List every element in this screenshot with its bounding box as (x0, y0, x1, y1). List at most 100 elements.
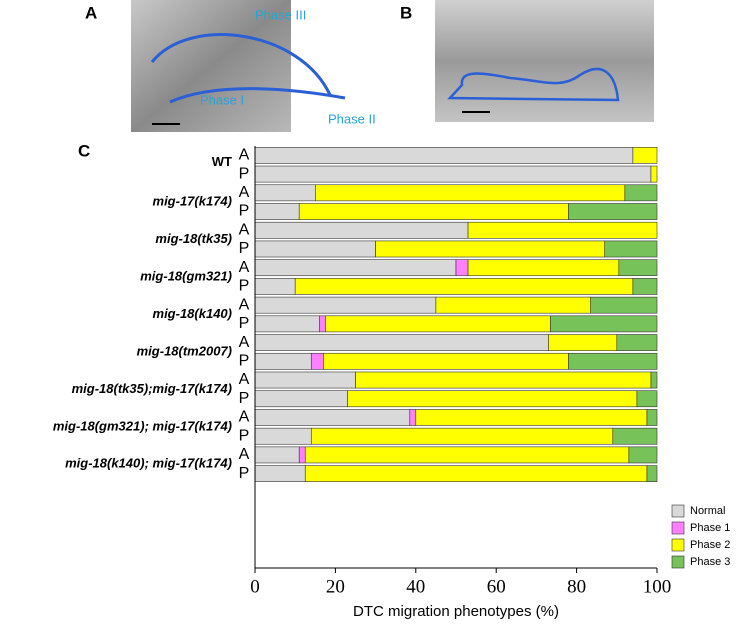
bar-label: P (239, 390, 250, 407)
group-label: WT (212, 154, 232, 169)
bar-segment (415, 409, 648, 426)
bar-segment (254, 240, 376, 258)
bar-segment (323, 352, 569, 370)
bar-segment (254, 203, 300, 220)
micrograph-a (131, 0, 346, 132)
x-tick-label: 60 (487, 576, 506, 597)
bar-segment (375, 240, 606, 258)
bar-segment (628, 446, 658, 464)
x-axis-title: DTC migration phenotypes (%) (353, 603, 559, 620)
legend-swatch (671, 504, 685, 518)
bar-label: P (239, 278, 250, 295)
bar-segment (254, 334, 549, 351)
bar-segment (304, 446, 630, 464)
bar-segment (325, 315, 551, 333)
bar-segment (590, 296, 658, 314)
micrograph-b (435, 0, 654, 122)
legend-label: Normal (690, 505, 725, 517)
bar-label: P (239, 315, 250, 332)
bar-segment (254, 465, 306, 482)
bar-segment (636, 390, 658, 408)
bar-label: P (239, 165, 250, 182)
phase-label: Phase I (200, 92, 244, 107)
bar-label: P (239, 203, 250, 220)
bar-segment (612, 427, 658, 445)
bar-segment (409, 409, 417, 426)
bar-segment (310, 352, 324, 370)
legend-swatch (671, 521, 685, 535)
group-label: mig-18(gm321); mig-17(k174) (53, 418, 232, 433)
bar-label: A (239, 184, 250, 201)
x-tick-label: 0 (250, 576, 260, 597)
group-label: mig-18(gm321) (140, 268, 232, 283)
bar-segment (254, 259, 457, 277)
group-label: mig-18(tk35);mig-17(k174) (72, 381, 232, 396)
group-label: mig-18(tm2007) (137, 343, 232, 358)
bar-segment (632, 278, 658, 295)
bar-segment (254, 184, 316, 202)
bar-label: A (239, 371, 250, 388)
bar-segment (624, 184, 658, 202)
bar-segment (548, 334, 618, 351)
bar-segment (254, 371, 356, 389)
bar-segment (347, 390, 638, 408)
bar-segment (254, 446, 300, 464)
legend-label: Phase 1 (690, 522, 730, 534)
bar-segment (568, 352, 658, 370)
bar-segment (314, 184, 626, 202)
bar-label: A (239, 446, 250, 463)
group-label: mig-18(k140) (153, 306, 232, 321)
bar-segment (298, 203, 569, 220)
bar-label: A (239, 221, 250, 238)
phase-label: Phase III (255, 7, 306, 22)
bar-segment (646, 409, 658, 426)
bar-segment (550, 315, 658, 333)
bar-label: A (239, 259, 250, 276)
bar-segment (650, 371, 658, 389)
group-label: mig-18(k140); mig-17(k174) (65, 456, 232, 471)
bar-segment (254, 296, 437, 314)
panel-label: A (85, 3, 97, 22)
bar-segment (310, 427, 614, 445)
phase-label: Phase II (328, 111, 376, 126)
bar-segment (604, 240, 658, 258)
bar-segment (616, 334, 658, 351)
bar-segment (319, 315, 326, 333)
bar-label: A (239, 296, 250, 313)
bar-segment (294, 278, 634, 295)
legend-label: Phase 2 (690, 539, 730, 551)
bar-segment (254, 315, 320, 333)
bar-segment (467, 259, 620, 277)
bar-segment (254, 427, 312, 445)
panel-label: B (400, 3, 412, 22)
legend-swatch (671, 555, 685, 569)
bar-segment (455, 259, 469, 277)
bar-segment (646, 465, 658, 482)
bar-segment (618, 259, 658, 277)
group-label: mig-18(tk35) (155, 231, 232, 246)
legend-swatch (671, 538, 685, 552)
bar-segment (254, 409, 411, 426)
group-label: mig-17(k174) (153, 194, 232, 209)
bar-label: P (239, 353, 250, 370)
bar-label: P (239, 465, 250, 482)
x-tick-label: 40 (406, 576, 425, 597)
bar-segment (254, 352, 312, 370)
bar-segment (568, 203, 658, 220)
x-tick-label: 100 (643, 576, 672, 597)
bar-label: P (239, 427, 250, 444)
bar-segment (254, 165, 652, 183)
bar-segment (254, 278, 296, 295)
bar-segment (632, 147, 658, 164)
legend-label: Phase 3 (690, 556, 730, 568)
bar-label: A (239, 147, 250, 164)
bar-segment (355, 371, 652, 389)
panel-label: C (78, 141, 90, 160)
bar-segment (254, 221, 469, 239)
bar-segment (467, 221, 658, 239)
bar-segment (254, 147, 634, 164)
bar-segment (650, 165, 658, 183)
bar-label: A (239, 334, 250, 351)
x-tick-label: 80 (567, 576, 586, 597)
